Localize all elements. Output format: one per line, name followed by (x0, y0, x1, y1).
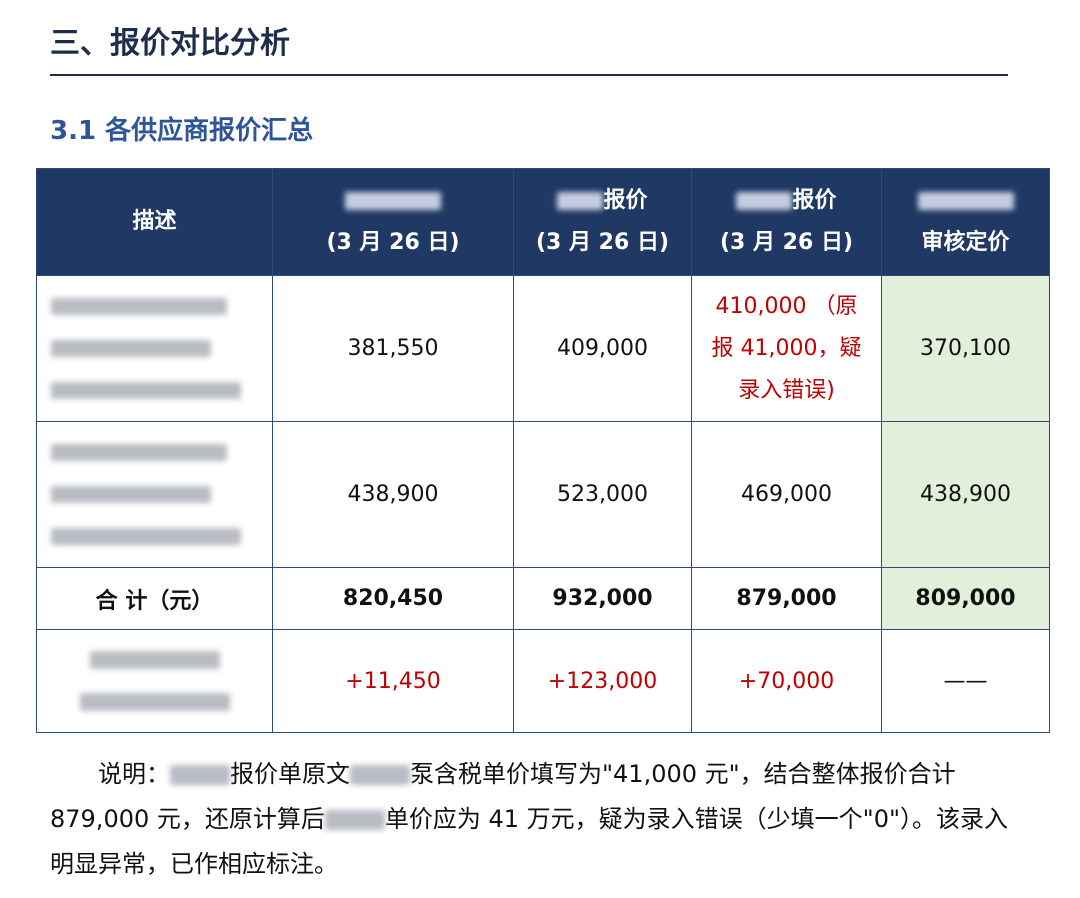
cell: +70,000 (691, 629, 882, 733)
header-cell: 报价 (3 月 26 日) (691, 168, 882, 276)
header-text: (3 月 26 日) (535, 230, 669, 255)
cell: 932,000 (513, 567, 692, 630)
note-text: 单价应为 41 万元，疑为录入错误（少填一个"0"）。该录入明显异常，已作相应标… (50, 805, 1009, 878)
cell: 410,000 （原报 41,000，疑录入错误) (691, 275, 882, 422)
note: 说明： 报价单原文 泵含税单价填写为"41,000 元"，结合整体报价合计 879,… (50, 752, 1010, 887)
header-cell: 审核定价 (881, 168, 1050, 276)
cell: 820,450 (272, 567, 514, 630)
header-cell: 描述 (36, 168, 273, 276)
redacted-cell (36, 629, 273, 733)
cell: 370,100 (881, 275, 1050, 422)
quote-table: 描述 (3 月 26 日) 报价 (3 月 26 日) 报价 (3 月 26 日) … (36, 168, 1050, 733)
redacted-text (736, 192, 793, 210)
header-text: (3 月 26 日) (326, 230, 460, 255)
divider (50, 74, 1008, 76)
note-text: 说明： (98, 760, 170, 788)
subtitle: 3.1 各供应商报价汇总 (50, 116, 314, 146)
cell: 523,000 (513, 421, 692, 568)
redacted-cell (36, 275, 273, 422)
table-row: 438,900 523,000 469,000 438,900 (36, 421, 1050, 568)
header-cell: 报价 (3 月 26 日) (513, 168, 692, 276)
header-cell: (3 月 26 日) (272, 168, 514, 276)
redacted-text (557, 192, 604, 210)
header-row: 描述 (3 月 26 日) 报价 (3 月 26 日) 报价 (3 月 26 日) … (36, 168, 1050, 276)
header-text: 报价 (792, 188, 837, 213)
header-text: 报价 (603, 188, 648, 213)
cell: 合 计（元） (36, 567, 273, 630)
header-text: 审核定价 (921, 230, 1010, 255)
diff-row: +11,450 +123,000 +70,000 —— (36, 629, 1050, 733)
header-text: 描述 (132, 209, 177, 234)
redacted-cell (36, 421, 273, 568)
cell: 809,000 (881, 567, 1050, 630)
title: 三、报价对比分析 (50, 26, 290, 61)
header-text: (3 月 26 日) (719, 230, 853, 255)
redacted-text (170, 765, 230, 785)
cell: 438,900 (881, 421, 1050, 568)
cell: 381,550 (272, 275, 514, 422)
cell: +11,450 (272, 629, 514, 733)
redacted-text (324, 810, 385, 830)
redacted-text (345, 192, 441, 210)
cell: 438,900 (272, 421, 514, 568)
cell: +123,000 (513, 629, 692, 733)
table-row: 381,550 409,000 410,000 （原报 41,000，疑录入错误… (36, 275, 1050, 422)
cell: 469,000 (691, 421, 882, 568)
cell: 879,000 (691, 567, 882, 630)
note-text: 报价单原文 (230, 760, 350, 788)
redacted-text (917, 192, 1014, 210)
cell: 409,000 (513, 275, 692, 422)
cell: —— (881, 629, 1050, 733)
note-text: 泵含税单价填写为"41,000 元"，结合整体报价合计 879,000 元，还原… (50, 760, 956, 833)
redacted-text (350, 765, 410, 785)
total-row: 合 计（元） 820,450 932,000 879,000 809,000 (36, 567, 1050, 630)
